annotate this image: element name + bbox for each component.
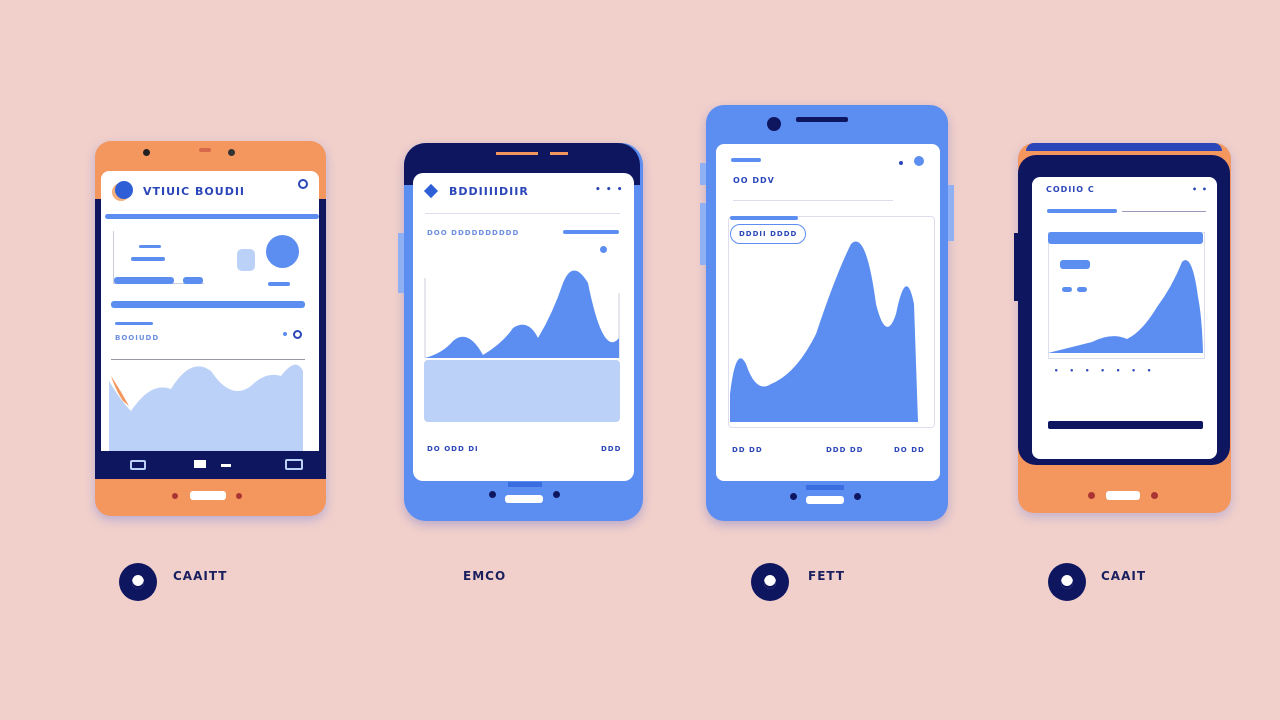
area-chart <box>730 241 918 422</box>
logo-icon <box>115 181 133 199</box>
settings-icon[interactable] <box>298 179 308 189</box>
diamond-icon <box>423 183 439 199</box>
home-button[interactable] <box>190 491 226 500</box>
home-button[interactable] <box>806 496 844 504</box>
home-nav-icon[interactable] <box>194 460 206 468</box>
phone-2: BDDIIIIDIIR • • • DOO DDDDDDDDDD DO ODD … <box>398 143 643 521</box>
profile-icon[interactable] <box>914 156 924 166</box>
area-chart <box>424 270 620 422</box>
footer-left: DO ODD DI <box>427 445 479 453</box>
app-title: VTIUIC BOUDII <box>143 185 246 198</box>
footer-item: DD DD <box>732 446 763 454</box>
caption-icon <box>1048 563 1086 601</box>
camera-icon <box>143 149 150 156</box>
phone-3: OO DDV DDDII DDDD DD DD DDD DD DO DD <box>700 105 954 521</box>
app-title: OO DDV <box>733 176 775 185</box>
footer-right: DDD <box>601 445 622 453</box>
area-chart <box>109 364 303 451</box>
camera-icon <box>767 117 781 131</box>
caption-1: CAAITT <box>173 569 228 583</box>
home-button[interactable] <box>1106 491 1140 500</box>
menu-dots[interactable]: • • • <box>595 185 624 195</box>
caption-3: FETT <box>808 569 846 583</box>
screen: BDDIIIIDIIR • • • DOO DDDDDDDDDD DO ODD … <box>413 173 634 481</box>
caption-2: EMCO <box>463 569 507 583</box>
card-label[interactable]: DDDII DDDD <box>730 224 807 244</box>
home-button[interactable] <box>505 495 543 503</box>
phone-1: VTIUIC BOUDII BOOIUDD <box>95 141 326 516</box>
section-label: BOOIUDD <box>115 334 160 342</box>
screen: VTIUIC BOUDII BOOIUDD <box>101 171 319 451</box>
caption-icon <box>751 563 789 601</box>
back-nav-icon[interactable] <box>130 460 146 470</box>
caption-4: CAAIT <box>1101 569 1147 583</box>
screen: CODIIO C • • ••••••• <box>1032 177 1217 459</box>
area-chart <box>1048 260 1203 353</box>
phone-4: CODIIO C • • ••••••• <box>1014 143 1231 513</box>
footer-item: DDD DD <box>826 446 864 454</box>
app-title: CODIIO C <box>1046 185 1095 194</box>
caption-icon <box>119 563 157 601</box>
recent-nav-icon[interactable] <box>285 459 303 470</box>
screen: OO DDV DDDII DDDD DD DD DDD DD DO DD <box>716 144 940 481</box>
stats-label: DOO DDDDDDDDDD <box>427 229 520 237</box>
footer-item: DO DD <box>894 446 925 454</box>
app-title: BDDIIIIDIIR <box>449 185 529 198</box>
